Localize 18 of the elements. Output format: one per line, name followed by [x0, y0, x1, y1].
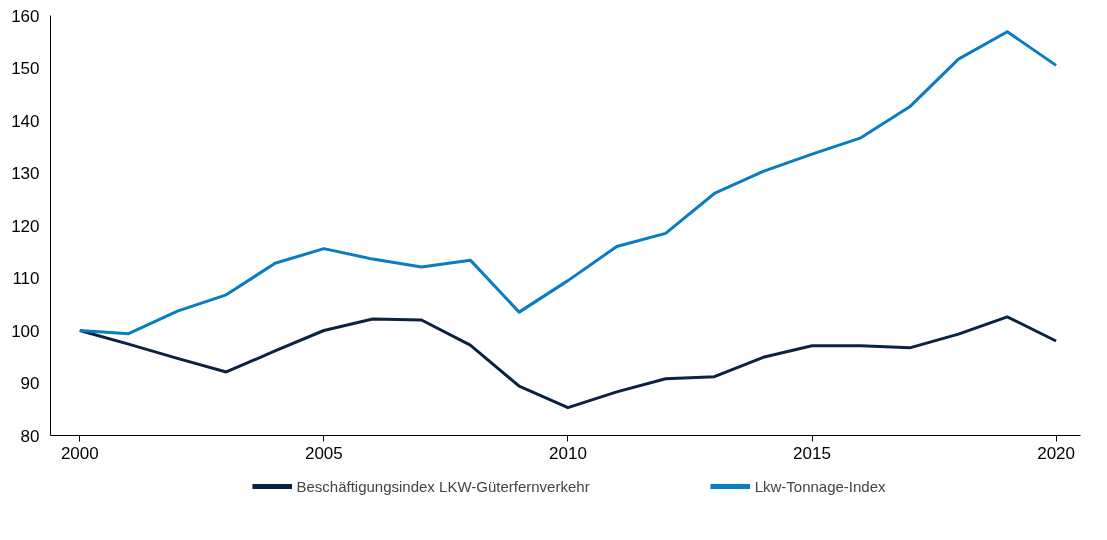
- legend-label: Lkw-Tonnage-Index: [754, 477, 886, 495]
- x-tick-label: 2015: [793, 443, 831, 463]
- y-tick-label: 140: [11, 111, 40, 131]
- y-tick-label: 110: [12, 269, 40, 288]
- x-tick-label: 2010: [549, 443, 587, 463]
- x-tick-label: 2000: [60, 443, 99, 463]
- y-tick-label: 150: [11, 59, 40, 78]
- x-tick-label: 2005: [304, 443, 343, 463]
- x-tick-label: 2020: [1037, 443, 1076, 463]
- y-tick-label: 90: [20, 374, 40, 393]
- line-series: [78, 30, 1058, 336]
- y-tick-label: 130: [11, 164, 40, 183]
- y-tick-label: 120: [11, 216, 40, 236]
- y-tick-label: 160: [11, 6, 40, 26]
- y-tick-label: 100: [11, 321, 40, 341]
- y-tick-label: 80: [20, 426, 40, 446]
- legend-label: Beschäftigungsindex LKW-Güterfernverkehr: [296, 477, 590, 495]
- line-series: [78, 315, 1058, 410]
